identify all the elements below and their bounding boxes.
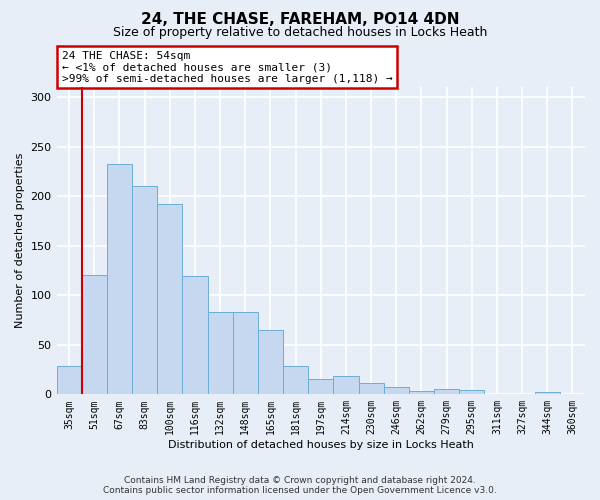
Bar [409,392,434,394]
Bar [132,186,157,394]
Bar [459,390,484,394]
Bar [308,380,334,394]
Text: 24 THE CHASE: 54sqm
← <1% of detached houses are smaller (3)
>99% of semi-detach: 24 THE CHASE: 54sqm ← <1% of detached ho… [62,51,392,84]
Bar [258,330,283,394]
Bar [535,392,560,394]
Bar [383,388,409,394]
Bar [182,276,208,394]
Bar [233,312,258,394]
Text: Size of property relative to detached houses in Locks Heath: Size of property relative to detached ho… [113,26,487,39]
Bar [157,204,182,394]
Bar [359,384,383,394]
Y-axis label: Number of detached properties: Number of detached properties [15,153,25,328]
Bar [283,366,308,394]
Bar [208,312,233,394]
Bar [56,366,82,394]
Text: Contains HM Land Registry data © Crown copyright and database right 2024.
Contai: Contains HM Land Registry data © Crown c… [103,476,497,495]
Bar [434,390,459,394]
Bar [82,276,107,394]
Text: 24, THE CHASE, FAREHAM, PO14 4DN: 24, THE CHASE, FAREHAM, PO14 4DN [141,12,459,28]
Bar [334,376,359,394]
X-axis label: Distribution of detached houses by size in Locks Heath: Distribution of detached houses by size … [168,440,474,450]
Bar [107,164,132,394]
